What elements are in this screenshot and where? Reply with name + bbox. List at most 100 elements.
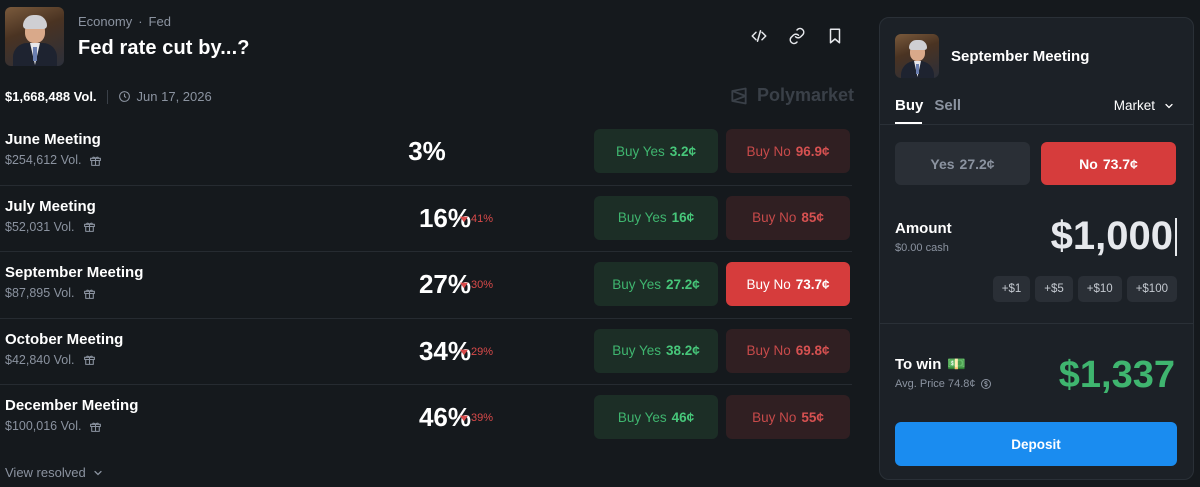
outcome-yes-label: Yes [930,155,955,172]
brand-name: Polymarket [757,85,855,105]
outcome-no-price: 73.7¢ [1102,155,1138,172]
amount-input[interactable]: $1,000 [1051,214,1177,259]
quick-add-100-button[interactable]: +$100 [1126,276,1177,302]
chevron-down-icon [94,470,102,475]
outcome-yes-price: 27.2¢ [959,155,995,172]
average-price-text: Avg. Price 74.8¢ [895,378,976,390]
quick-add-1-button[interactable]: +$1 [992,276,1031,302]
order-type-label: Market [1113,98,1155,113]
outcome-volume-text: $52,031 Vol. [5,219,75,234]
outcome-volume-text: $42,840 Vol. [5,352,75,367]
dollar-info-icon[interactable] [980,378,992,390]
tab-sell[interactable]: Sell [934,97,962,114]
money-icon: 💵 [947,356,967,373]
clock-icon [118,91,130,102]
breadcrumb-category[interactable]: Economy [78,14,133,29]
probability-change-text: 39% [471,412,494,425]
outcome-name: June Meeting [5,131,101,148]
breadcrumb-subcategory[interactable]: Fed [148,14,171,29]
breadcrumb: Economy · Fed [78,14,250,29]
buy-yes-price: 46¢ [671,409,695,425]
outcome-row[interactable]: September Meeting $87,895 Vol. 27% 30% B… [0,252,852,319]
buy-yes-label: Buy Yes [612,343,661,359]
buy-yes-button[interactable]: Buy Yes 38.2¢ [594,328,718,373]
buy-no-price: 55¢ [801,409,824,425]
buy-no-button[interactable]: Buy No 73.7¢ [726,262,850,307]
outcome-row[interactable]: December Meeting $100,016 Vol. 46% 39% B… [0,385,852,452]
outcome-name: September Meeting [5,264,144,282]
market-image [5,7,64,66]
buy-no-label: Buy No [752,409,797,425]
down-arrow-icon [460,349,468,355]
market-header: Economy · Fed Fed rate cut by...? [5,7,250,66]
gift-icon[interactable] [83,353,96,366]
outcome-volume: $254,612 Vol. [5,153,102,167]
buy-yes-price: 3.2¢ [669,143,697,159]
end-date-text: Jun 17, 2026 [136,89,212,104]
to-win-value: $1,337 [1058,354,1175,396]
outcome-volume-text: $100,016 Vol. [5,419,82,434]
market-actions [750,27,844,45]
buy-yes-button[interactable]: Buy Yes 46¢ [594,395,718,440]
deposit-button[interactable]: Deposit [895,422,1177,466]
polymarket-logo: Polymarket [729,85,854,106]
buy-yes-price: 27.2¢ [666,276,700,292]
outcome-no-label: No [1079,155,1098,172]
copy-link-icon[interactable] [788,27,806,45]
polymarket-icon [731,87,747,104]
probability-change: 39% [460,412,493,424]
outcome-row[interactable]: June Meeting $254,612 Vol. 3% Buy Yes 3.… [0,119,852,186]
down-arrow-icon [460,216,468,222]
buy-no-button[interactable]: Buy No 96.9¢ [726,129,850,173]
outcome-volume-text: $254,612 Vol. [5,153,82,167]
tabs-divider [880,124,1193,125]
quick-add-10-button[interactable]: +$10 [1077,276,1122,302]
outcome-yes-button[interactable]: Yes 27.2¢ [895,142,1030,185]
trade-panel: September Meeting Buy Sell Market Yes 27… [879,17,1194,480]
buy-no-button[interactable]: Buy No 69.8¢ [726,328,850,373]
to-win-text: To win [895,355,942,373]
buy-no-button[interactable]: Buy No 85¢ [726,195,850,240]
gift-icon[interactable] [89,154,102,167]
probability-change-text: 29% [471,345,494,358]
view-resolved-label: View resolved [5,465,86,480]
gift-icon[interactable] [89,420,102,433]
probability-change-text: 30% [471,279,494,292]
buy-no-label: Buy No [746,276,791,292]
trade-header: September Meeting [895,34,1089,78]
buy-yes-label: Buy Yes [615,143,665,159]
outcome-no-button[interactable]: No 73.7¢ [1041,142,1176,185]
outcome-name: December Meeting [5,397,139,415]
outcome-volume: $42,840 Vol. [5,353,96,367]
trade-tabs: Buy Sell [895,97,961,114]
embed-code-icon[interactable] [750,27,768,45]
gift-icon[interactable] [83,220,96,233]
outcome-row[interactable]: October Meeting $42,840 Vol. 34% 29% Buy… [0,319,852,386]
end-date: Jun 17, 2026 [118,89,212,104]
buy-no-button[interactable]: Buy No 55¢ [726,395,850,440]
quick-amounts: +$1 +$5 +$10 +$100 [992,276,1177,302]
buy-no-price: 96.9¢ [795,143,830,159]
view-resolved-button[interactable]: View resolved [5,465,104,480]
outcome-row[interactable]: July Meeting $52,031 Vol. 16% 41% Buy Ye… [0,186,852,253]
active-tab-indicator [895,122,922,124]
outcome-volume: $100,016 Vol. [5,419,102,433]
chevron-down-icon [1165,103,1173,108]
buy-yes-label: Buy Yes [617,409,667,425]
bookmark-icon[interactable] [826,27,844,45]
quick-add-5-button[interactable]: +$5 [1035,276,1073,302]
buy-no-label: Buy No [746,343,791,359]
tab-buy[interactable]: Buy [895,97,924,114]
outcome-probability: 3% [408,136,446,166]
amount-label: Amount [895,220,952,237]
buy-no-price: 73.7¢ [795,276,830,292]
page-title: Fed rate cut by...? [78,37,250,59]
outcome-volume-text: $87,895 Vol. [5,286,75,301]
buy-yes-label: Buy Yes [612,276,661,292]
order-type-dropdown[interactable]: Market [1114,98,1175,113]
buy-yes-button[interactable]: Buy Yes 16¢ [594,195,718,240]
buy-yes-button[interactable]: Buy Yes 3.2¢ [594,129,718,173]
gift-icon[interactable] [83,287,96,300]
market-panel: Economy · Fed Fed rate cut by...? $1,668… [0,7,854,480]
buy-yes-button[interactable]: Buy Yes 27.2¢ [594,262,718,307]
